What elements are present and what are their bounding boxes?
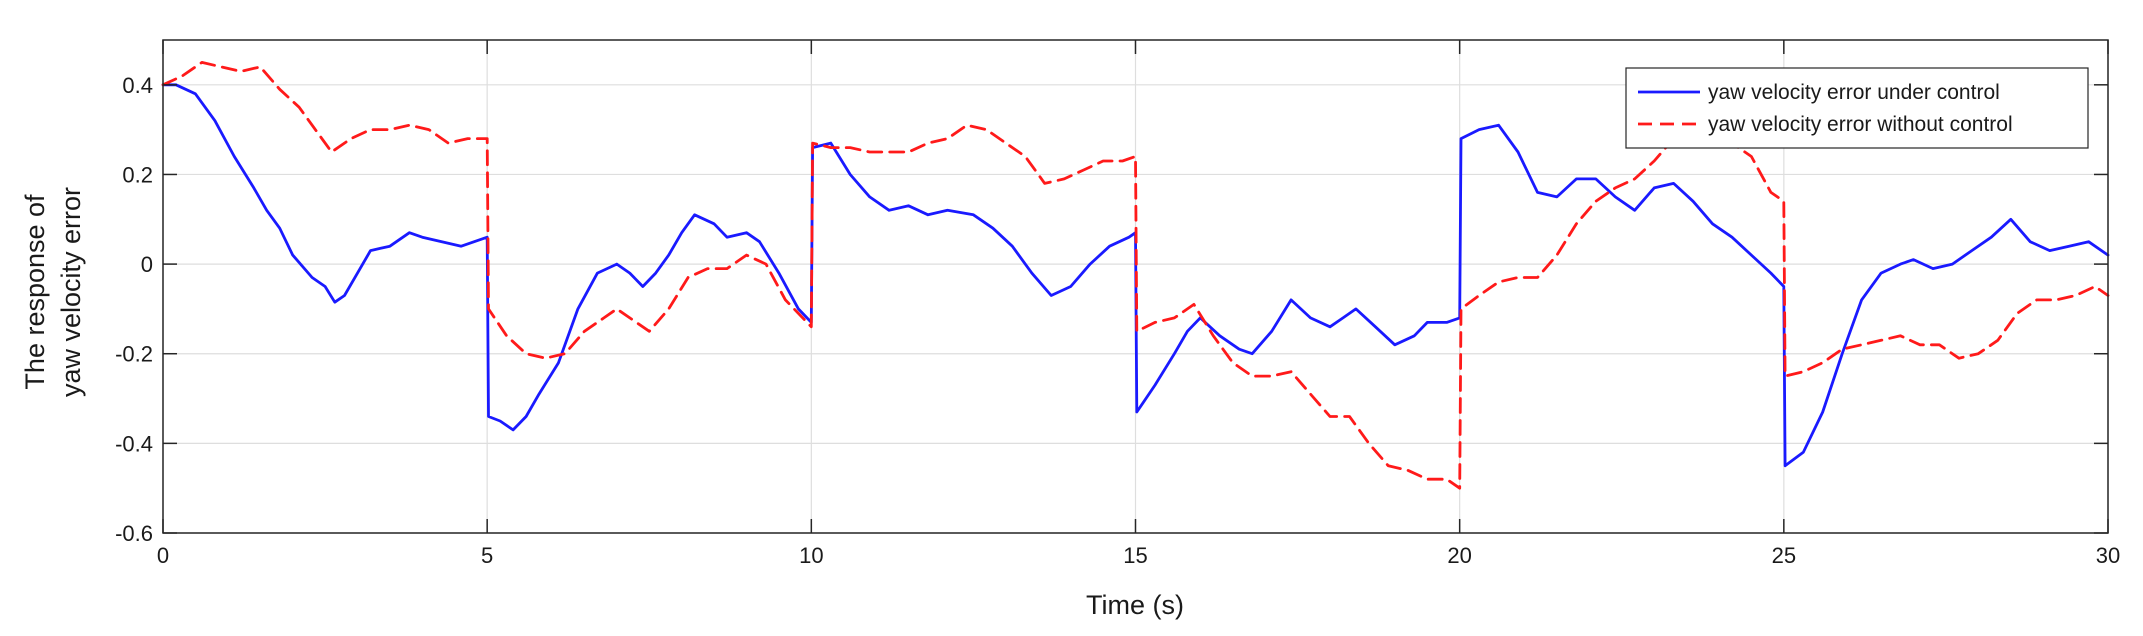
- x-tick-label: 15: [1123, 543, 1147, 568]
- y-tick-label: 0.2: [122, 162, 153, 187]
- ticks: [162, 40, 2109, 534]
- y-tick-label: 0.4: [122, 73, 153, 98]
- legend-box: [1625, 67, 2089, 149]
- y-tick-label: -0.2: [115, 342, 153, 367]
- x-tick-label: 10: [799, 543, 823, 568]
- legend-label-under-control: yaw velocity error under control: [1708, 81, 2000, 104]
- x-tick-label: 0: [157, 543, 169, 568]
- x-tick-label: 30: [2096, 543, 2120, 568]
- series-line-without-control: [161, 61, 2110, 490]
- y-axis-label-line-1: The response of: [20, 194, 50, 390]
- y-tick-labels: -0.6 -0.4 -0.2 0 0.2 0.4: [115, 73, 153, 546]
- x-tick-label: 20: [1447, 543, 1471, 568]
- x-axis-label: Time (s): [1086, 590, 1184, 620]
- x-tick-label: 5: [481, 543, 493, 568]
- x-tick-labels: 0 5 10 15 20 25 30: [157, 543, 2120, 568]
- legend-label-without-control: yaw velocity error without control: [1708, 113, 2013, 136]
- y-axis-label-line-2: yaw velocity error: [56, 187, 86, 397]
- y-tick-label: -0.6: [115, 521, 153, 546]
- series-line-under-control: [161, 83, 2110, 468]
- x-tick-label: 25: [1772, 543, 1796, 568]
- legend: yaw velocity error under control yaw vel…: [1625, 67, 2089, 149]
- series-layer: [161, 61, 2110, 490]
- y-tick-label: -0.4: [115, 431, 153, 456]
- y-tick-label: 0: [141, 252, 153, 277]
